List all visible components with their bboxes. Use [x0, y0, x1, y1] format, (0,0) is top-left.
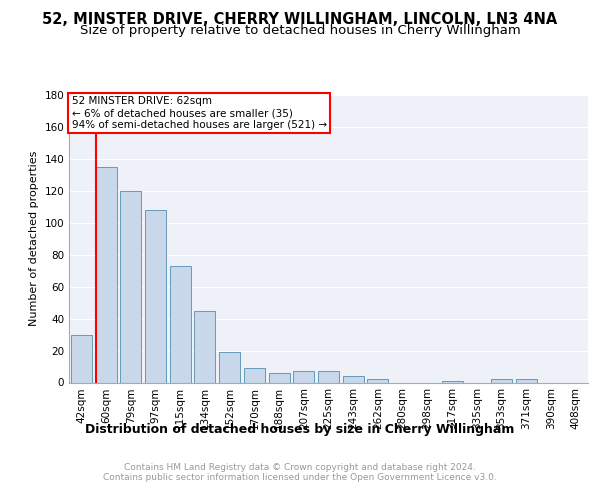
- Text: 52 MINSTER DRIVE: 62sqm
← 6% of detached houses are smaller (35)
94% of semi-det: 52 MINSTER DRIVE: 62sqm ← 6% of detached…: [71, 96, 327, 130]
- Bar: [318, 372, 339, 382]
- Bar: [95, 167, 116, 382]
- Text: Size of property relative to detached houses in Cherry Willingham: Size of property relative to detached ho…: [80, 24, 520, 37]
- Bar: [244, 368, 265, 382]
- Bar: [491, 380, 512, 382]
- Text: Contains HM Land Registry data © Crown copyright and database right 2024.
Contai: Contains HM Land Registry data © Crown c…: [103, 462, 497, 482]
- Bar: [269, 373, 290, 382]
- Bar: [71, 334, 92, 382]
- Y-axis label: Number of detached properties: Number of detached properties: [29, 151, 39, 326]
- Bar: [145, 210, 166, 382]
- Bar: [516, 380, 537, 382]
- Bar: [170, 266, 191, 382]
- Text: Distribution of detached houses by size in Cherry Willingham: Distribution of detached houses by size …: [85, 422, 515, 436]
- Bar: [367, 380, 388, 382]
- Bar: [293, 372, 314, 382]
- Text: 52, MINSTER DRIVE, CHERRY WILLINGHAM, LINCOLN, LN3 4NA: 52, MINSTER DRIVE, CHERRY WILLINGHAM, LI…: [43, 12, 557, 28]
- Bar: [194, 310, 215, 382]
- Bar: [219, 352, 240, 382]
- Bar: [442, 381, 463, 382]
- Bar: [343, 376, 364, 382]
- Bar: [120, 191, 141, 382]
